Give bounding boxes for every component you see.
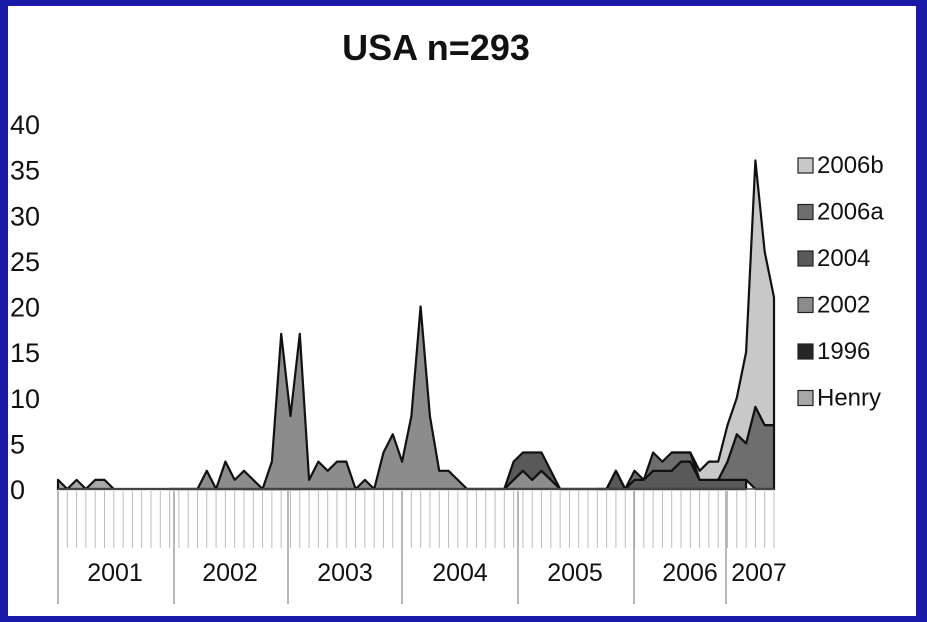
y-axis: 0 5 10 15 20 25 30 35 40 bbox=[10, 110, 40, 505]
y-tick-label: 25 bbox=[10, 247, 40, 277]
chart-frame: USA n=293 0 5 10 15 20 25 30 35 40 2001 2002 2003 2… bbox=[8, 6, 916, 616]
x-year-label: 2006 bbox=[662, 559, 718, 587]
series-areas bbox=[56, 159, 776, 491]
y-tick-label: 35 bbox=[10, 156, 40, 186]
y-tick-label: 10 bbox=[10, 384, 40, 414]
legend-label: 1996 bbox=[817, 338, 870, 365]
x-year-label: 2003 bbox=[317, 559, 373, 587]
legend-label: 2004 bbox=[817, 245, 870, 272]
y-tick-label: 40 bbox=[10, 110, 40, 140]
x-year-label: 2005 bbox=[547, 559, 603, 587]
x-year-label: 2007 bbox=[731, 559, 787, 587]
legend-swatch bbox=[797, 343, 814, 360]
y-tick-label: 15 bbox=[10, 338, 40, 368]
y-tick-label: 30 bbox=[10, 201, 40, 231]
x-year-label: 2002 bbox=[202, 559, 258, 587]
legend-label: 2006a bbox=[817, 199, 884, 226]
chart-title: USA n=293 bbox=[342, 27, 530, 68]
y-tick-label: 20 bbox=[10, 293, 40, 323]
y-tick-label: 5 bbox=[10, 429, 25, 459]
legend-swatch bbox=[797, 157, 814, 174]
x-axis: 2001 2002 2003 2004 2005 2006 2007 bbox=[57, 488, 787, 604]
legend-swatch bbox=[797, 250, 814, 267]
legend-swatch bbox=[797, 389, 814, 407]
x-year-label: 2004 bbox=[432, 559, 488, 587]
legend-label: 2002 bbox=[817, 292, 870, 319]
y-tick-label: 0 bbox=[10, 475, 25, 505]
x-year-label: 2001 bbox=[87, 559, 143, 587]
legend-swatch bbox=[797, 203, 814, 221]
legend-swatch bbox=[797, 296, 814, 314]
area-series-2006b bbox=[670, 159, 776, 481]
legend-label: 2006b bbox=[817, 152, 884, 179]
area-series-2006a bbox=[596, 405, 776, 491]
legend: 2006b 2006a 2004 2002 1996 Henry bbox=[797, 152, 884, 412]
legend-label: Henry bbox=[817, 385, 881, 412]
